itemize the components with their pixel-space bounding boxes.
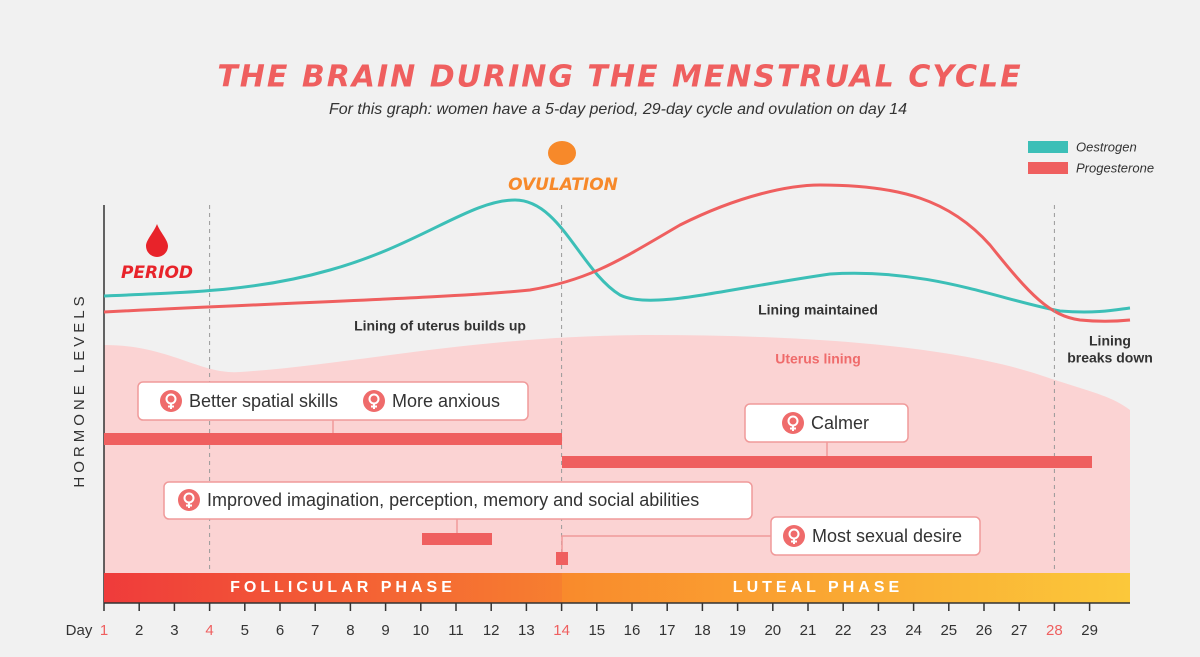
effect-label: Better spatial skills xyxy=(189,391,338,411)
day-label: 6 xyxy=(276,622,284,639)
effect-label: Calmer xyxy=(811,413,869,433)
day-label: 27 xyxy=(1011,622,1028,639)
day-label: 16 xyxy=(624,622,641,639)
day-label: 3 xyxy=(170,622,178,639)
phase-label: FOLLICULAR PHASE xyxy=(230,579,456,596)
effect-label: Most sexual desire xyxy=(812,526,962,546)
effect-label: More anxious xyxy=(392,391,500,411)
day-label: 2 xyxy=(135,622,143,639)
day-label: 17 xyxy=(659,622,676,639)
female-icon xyxy=(782,524,806,548)
day-label: 14 xyxy=(553,622,570,639)
female-icon xyxy=(177,488,201,512)
effect-bar xyxy=(562,456,1092,468)
day-label: 1 xyxy=(100,622,108,639)
oestrogen-curve xyxy=(103,198,1131,314)
day-label: 12 xyxy=(483,622,500,639)
day-label: 21 xyxy=(800,622,817,639)
day-label: 11 xyxy=(448,622,464,639)
y-axis-label: HORMONE LEVELS xyxy=(71,292,88,487)
connector xyxy=(561,535,771,552)
day-label: 29 xyxy=(1081,622,1098,639)
day-label: 15 xyxy=(588,622,605,639)
day-label: 26 xyxy=(976,622,993,639)
day-label: 28 xyxy=(1046,622,1063,639)
annotation: breaks down xyxy=(1067,350,1153,366)
luteal-phase-bar xyxy=(562,573,1130,603)
day-label: 20 xyxy=(764,622,781,639)
follicular-phase-bar xyxy=(104,573,562,603)
progesterone-curve xyxy=(103,183,1131,323)
day-label: 5 xyxy=(241,622,249,639)
phase-label: LUTEAL PHASE xyxy=(733,579,903,596)
day-label: 8 xyxy=(346,622,354,639)
effect-bar xyxy=(104,433,562,445)
legend-label: Progesterone xyxy=(1076,160,1154,175)
female-icon xyxy=(781,411,805,435)
period-label: PERIOD xyxy=(121,263,193,283)
day-label: 19 xyxy=(729,622,746,639)
effect-box xyxy=(770,516,981,556)
day-axis-label: Day xyxy=(66,622,93,639)
legend-swatch xyxy=(1028,141,1068,153)
female-icon xyxy=(362,389,386,413)
effect-box xyxy=(744,403,909,443)
annotation: Lining xyxy=(1089,333,1131,349)
female-icon xyxy=(159,389,183,413)
day-label: 13 xyxy=(518,622,535,639)
effect-box xyxy=(137,381,529,421)
day-label: 10 xyxy=(412,622,429,639)
effect-label: Improved imagination, perception, memory… xyxy=(207,490,699,510)
effect-bar xyxy=(422,533,492,545)
effect-bar xyxy=(556,552,568,565)
legend-swatch xyxy=(1028,162,1068,174)
effect-box xyxy=(163,481,753,520)
legend-label: Oestrogen xyxy=(1076,139,1137,154)
day-label: 23 xyxy=(870,622,887,639)
day-label: 25 xyxy=(940,622,957,639)
day-label: 7 xyxy=(311,622,319,639)
annotation: Uterus lining xyxy=(775,351,861,367)
day-label: 22 xyxy=(835,622,852,639)
day-label: 9 xyxy=(381,622,389,639)
subtitle: For this graph: women have a 5-day perio… xyxy=(329,101,907,118)
annotation: Lining maintained xyxy=(758,302,878,318)
day-label: 24 xyxy=(905,622,922,639)
drop-icon xyxy=(146,224,168,257)
ovulation-label: OVULATION xyxy=(508,175,618,195)
annotation: Lining of uterus builds up xyxy=(354,318,526,334)
day-label: 4 xyxy=(205,622,213,639)
day-label: 18 xyxy=(694,622,711,639)
title: THE BRAIN DURING THE MENSTRUAL CYCLE xyxy=(217,60,1022,95)
egg-icon xyxy=(548,141,576,165)
